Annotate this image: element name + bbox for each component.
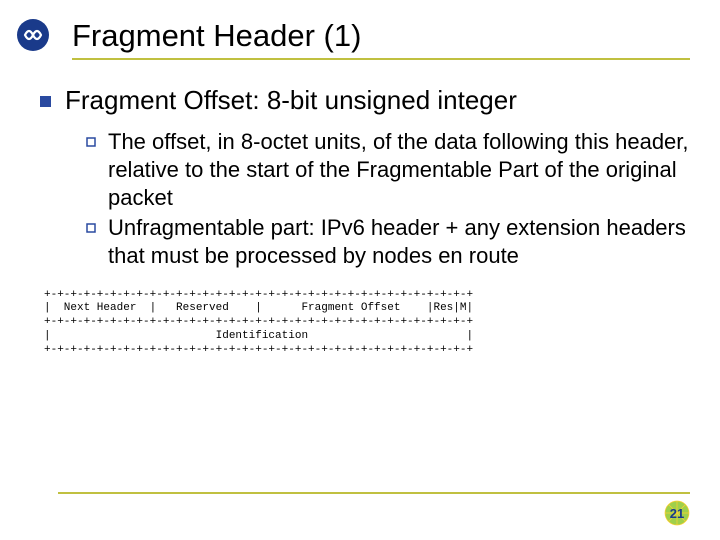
page-title: Fragment Header (1) (72, 18, 690, 54)
ascii-packet-diagram: +-+-+-+-+-+-+-+-+-+-+-+-+-+-+-+-+-+-+-+-… (44, 289, 690, 358)
square-bullet-icon (40, 96, 51, 107)
content-area: Fragment Offset: 8-bit unsigned integer … (40, 84, 690, 357)
list-item: Unfragmentable part: IPv6 header + any e… (86, 214, 690, 270)
page-number: 21 (664, 500, 690, 526)
title-underline: Fragment Header (1) (72, 18, 690, 60)
list-item-text: The offset, in 8-octet units, of the dat… (108, 128, 690, 212)
page-number-badge: 21 (664, 500, 690, 526)
footer-divider (58, 492, 690, 494)
square-outline-bullet-icon (86, 137, 96, 147)
list-item: The offset, in 8-octet units, of the dat… (86, 128, 690, 212)
square-outline-bullet-icon (86, 223, 96, 233)
sublist: The offset, in 8-octet units, of the dat… (86, 128, 690, 271)
list-item-text: Unfragmentable part: IPv6 header + any e… (108, 214, 690, 270)
slide: Fragment Header (1) Fragment Offset: 8-b… (0, 0, 720, 540)
list-item: Fragment Offset: 8-bit unsigned integer (40, 84, 690, 118)
org-logo-icon (16, 18, 50, 52)
list-item-text: Fragment Offset: 8-bit unsigned integer (65, 84, 517, 118)
